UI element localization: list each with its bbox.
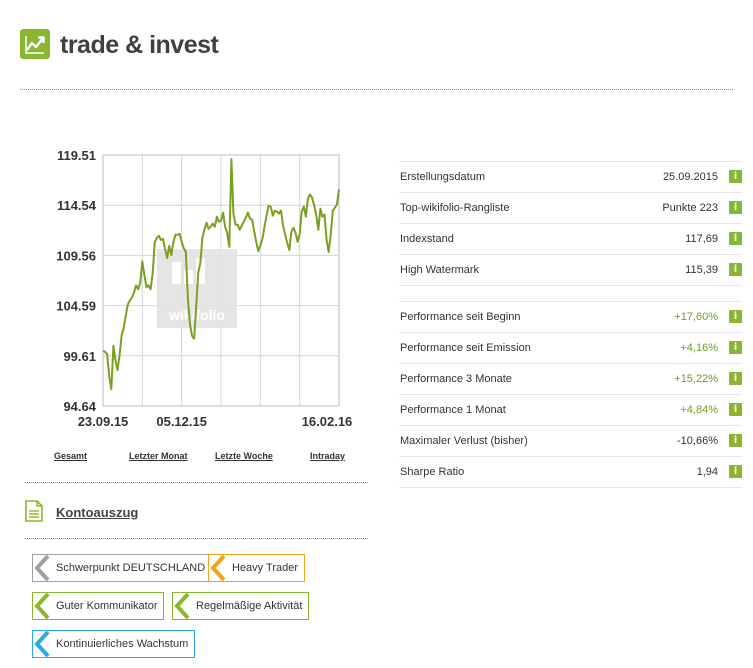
stat-label: Performance 3 Monate (400, 373, 512, 385)
performance-chart: wikifolio 119.51114.54109.56104.5999.619… (56, 148, 353, 429)
stat-row: Maximaler Verlust (bisher) -10,66% i (399, 426, 742, 457)
stat-label: Performance seit Beginn (400, 311, 521, 323)
stat-value: +17,60% (674, 311, 718, 323)
stat-row: Sharpe Ratio 1,94 i (399, 457, 742, 488)
stat-value: 1,94 (696, 466, 718, 478)
chart-divider (25, 482, 368, 483)
stat-value: 25.09.2015 (662, 171, 718, 183)
stat-row: Indexstand 117,69 i (399, 224, 742, 255)
info-icon[interactable]: i (729, 403, 742, 416)
tag-guter-kommunikator: Guter Kommunikator (32, 592, 165, 620)
tab-letzter-monat[interactable]: Letzter Monat (129, 451, 188, 461)
y-tick-label: 119.51 (57, 148, 96, 163)
stat-value: 117,69 (685, 233, 718, 245)
tag-label: Heavy Trader (232, 562, 299, 574)
info-icon[interactable]: i (729, 201, 742, 214)
tab-letzte-woche[interactable]: Letzte Woche (215, 451, 273, 461)
y-tick-label: 109.56 (56, 248, 96, 263)
stat-value: -10,66% (677, 435, 718, 447)
performance-line (102, 158, 340, 391)
stat-row: Erstellungsdatum 25.09.2015 i (399, 161, 742, 193)
info-icon[interactable]: i (729, 341, 742, 354)
stat-row: Performance seit Beginn +17,60% i (399, 301, 742, 333)
stat-row: Performance 1 Monat +4,84% i (399, 395, 742, 426)
tag-label: Schwerpunkt DEUTSCHLAND (56, 562, 206, 574)
info-icon[interactable]: i (729, 310, 742, 323)
stat-row: Top-wikifolio-Rangliste Punkte 223 i (399, 193, 742, 224)
tag-label: Regelmäßige Aktivität (196, 600, 303, 612)
stat-label: Indexstand (400, 233, 454, 245)
tag-schwerpunkt-deutschland: Schwerpunkt DEUTSCHLAND (32, 554, 213, 582)
info-icon[interactable]: i (729, 232, 742, 245)
stat-value: Punkte 223 (662, 202, 718, 214)
page-title: trade & invest (60, 31, 219, 59)
y-tick-label: 114.54 (57, 198, 97, 213)
tag-label: Kontinuierliches Wachstum (56, 638, 189, 650)
stat-label: Erstellungsdatum (400, 171, 485, 183)
stat-value: 115,39 (685, 264, 718, 276)
tag-regelmaessige-aktivitaet: Regelmäßige Aktivität (172, 592, 310, 620)
stat-label: High Watermark (400, 264, 480, 276)
stat-row: High Watermark 115,39 i (399, 255, 742, 286)
info-icon[interactable]: i (729, 263, 742, 276)
plot-border (102, 154, 340, 407)
stat-value: +15,22% (674, 373, 718, 385)
tab-intraday[interactable]: Intraday (310, 451, 346, 461)
stat-label: Maximaler Verlust (bisher) (400, 435, 528, 447)
y-axis-ticks: 119.51 114.54 109.56 104.59 99.61 94.64 (56, 148, 97, 414)
stat-value: +4,84% (680, 404, 718, 416)
y-tick-label: 99.61 (63, 349, 96, 364)
stat-label: Sharpe Ratio (400, 466, 465, 478)
stat-value: +4,16% (680, 342, 718, 354)
stat-label: Performance seit Emission (400, 342, 531, 354)
info-icon[interactable]: i (729, 372, 742, 385)
stats-table-general: Erstellungsdatum 25.09.2015 i Top-wikifolio… (399, 161, 742, 286)
tag-heavy-trader: Heavy Trader (208, 554, 306, 582)
kontoauszug-link[interactable]: Kontoauszug (56, 505, 139, 520)
kontoauszug-divider (25, 538, 368, 539)
x-tick-label: 23.09.15 (78, 414, 129, 429)
info-icon[interactable]: i (729, 465, 742, 478)
x-tick-label: 16.02.16 (302, 414, 353, 429)
document-icon (25, 500, 43, 522)
x-axis-ticks: 23.09.15 05.12.15 16.02.16 (78, 414, 353, 429)
header-divider (20, 89, 733, 90)
info-icon[interactable]: i (729, 434, 742, 447)
tag-label: Guter Kommunikator (56, 600, 158, 612)
stat-label: Top-wikifolio-Rangliste (400, 202, 510, 214)
trending-chart-icon (20, 29, 50, 59)
info-icon[interactable]: i (729, 170, 742, 183)
chart-grid (102, 154, 340, 407)
tag-kontinuierliches-wachstum: Kontinuierliches Wachstum (32, 630, 196, 658)
y-tick-label: 104.59 (56, 299, 96, 314)
tab-gesamt[interactable]: Gesamt (54, 451, 88, 461)
stat-row: Performance 3 Monate +15,22% i (399, 364, 742, 395)
stat-label: Performance 1 Monat (400, 404, 506, 416)
x-tick-label: 05.12.15 (156, 414, 207, 429)
stats-table-performance: Performance seit Beginn +17,60% i Performan… (399, 301, 742, 488)
y-tick-label: 94.64 (63, 399, 96, 414)
stat-row: Performance seit Emission +4,16% i (399, 333, 742, 364)
